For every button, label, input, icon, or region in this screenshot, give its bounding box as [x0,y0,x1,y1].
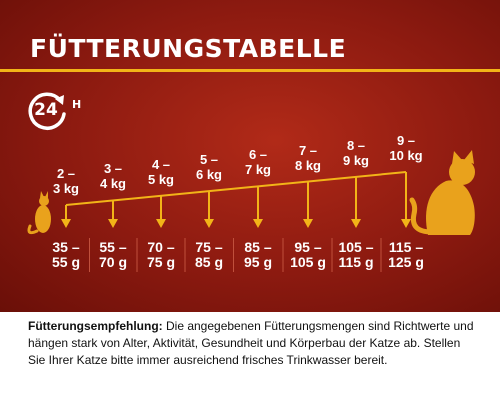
weight-label-top: 5 – [199,152,219,167]
note-text: Die angegebenen Fütterungsmengen sind Ri… [28,319,474,367]
column-dividers [89,238,382,272]
arrow-down-icon [303,219,313,228]
amount-label-bottom: 85 g [194,254,223,270]
weight-label-top: 7 – [298,143,318,158]
amount-label-bottom: 70 g [98,254,127,270]
weight-label-bottom: 10 kg [389,148,423,163]
note-area: Fütterungsempfehlung: Die angegebenen Fü… [0,312,500,400]
amount-label-bottom: 55 g [51,254,80,270]
arrow-group [61,172,411,228]
title-underline [0,69,500,72]
weight-label: 7 –8 kg [278,143,338,173]
weight-label-top: 4 – [151,157,171,172]
arrow-down-icon [204,219,214,228]
feeding-diagram [27,150,475,272]
amount-label: 35 –55 g [38,240,94,270]
weight-label: 6 –7 kg [228,147,288,177]
amount-label-top: 55 – [99,239,127,255]
weight-label-top: 3 – [103,161,123,176]
weight-label-bottom: 4 kg [99,176,126,191]
amount-label: 85 –95 g [230,240,286,270]
note-label: Fütterungsempfehlung: [28,319,163,333]
arrow-down-icon [351,219,361,228]
weight-label-bottom: 7 kg [244,162,271,177]
amount-label-bottom: 75 g [146,254,175,270]
amount-label-top: 35 – [52,239,80,255]
weight-label: 3 –4 kg [83,161,143,191]
amount-label-top: 115 – [388,239,424,255]
amount-label: 75 –85 g [181,240,237,270]
amount-label-bottom: 115 g [338,254,374,270]
weight-label-bottom: 8 kg [294,158,321,173]
page-title: FÜTTERUNGSTABELLE [30,34,347,63]
amount-label-bottom: 125 g [388,254,424,270]
weight-label-top: 9 – [396,133,416,148]
amount-label: 55 –70 g [85,240,141,270]
arrow-down-icon [253,219,263,228]
weight-slope-line [65,171,407,206]
24h-clock-arrow-icon: 24 H [28,92,81,130]
weight-label-bottom: 5 kg [147,172,174,187]
weight-label-bottom: 3 kg [52,181,79,196]
weight-label-bottom: 6 kg [195,167,222,182]
arrow-down-icon [401,219,411,228]
weight-label-top: 6 – [248,147,268,162]
sitting-cat-small-icon [27,191,51,235]
red-background-panel [0,0,500,312]
badge-number: 24 [34,100,58,120]
weight-label-bottom: 9 kg [342,153,369,168]
amount-label-top: 75 – [195,239,223,255]
feeding-note: Fütterungsempfehlung: Die angegebenen Fü… [28,318,474,369]
arrow-down-icon [156,219,166,228]
badge-unit: H [72,98,81,111]
weight-label: 4 –5 kg [131,157,191,187]
weight-label: 5 –6 kg [179,152,239,182]
amount-label-top: 95 – [294,239,322,255]
amount-label: 70 –75 g [133,240,189,270]
sitting-cat-large-icon [409,150,475,235]
arrow-down-icon [61,219,71,228]
amount-label: 115 –125 g [378,240,434,270]
amount-label-top: 85 – [244,239,272,255]
amount-label-top: 70 – [147,239,175,255]
weight-label: 8 –9 kg [326,138,386,168]
amount-label-bottom: 105 g [290,254,326,270]
amount-label: 105 –115 g [328,240,384,270]
weight-label-top: 8 – [346,138,366,153]
amount-label-top: 105 – [338,239,374,255]
weight-label: 9 –10 kg [376,133,436,163]
arrow-down-icon [108,219,118,228]
amount-label-bottom: 95 g [243,254,272,270]
weight-label: 2 –3 kg [36,166,96,196]
weight-label-top: 2 – [56,166,76,181]
amount-label: 95 –105 g [280,240,336,270]
